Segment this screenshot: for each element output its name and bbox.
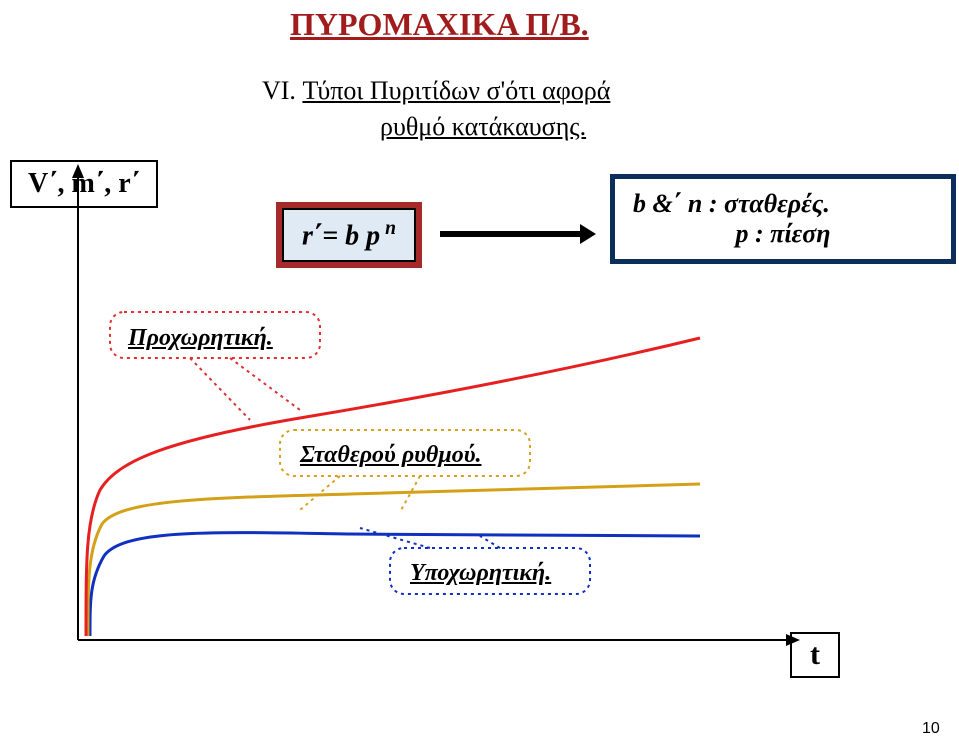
diagram-svg — [0, 0, 959, 746]
